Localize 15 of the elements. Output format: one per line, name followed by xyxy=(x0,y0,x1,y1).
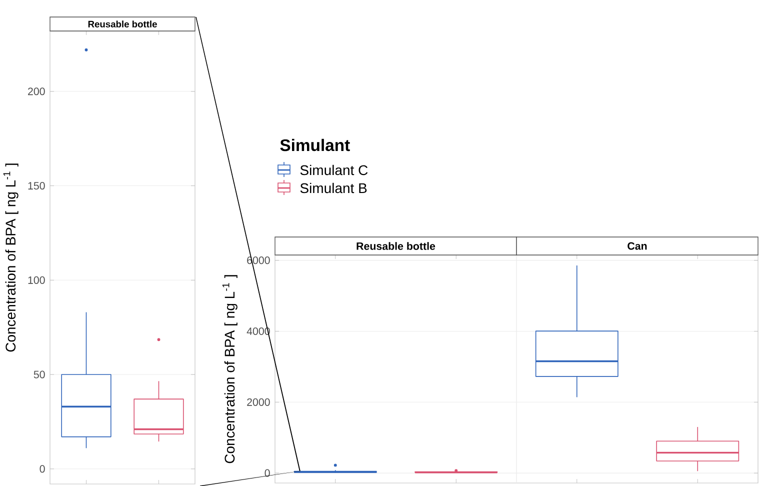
text: Can xyxy=(628,242,647,250)
y-tick-label: 50 xyxy=(34,370,45,378)
legend-label: Simulant C xyxy=(300,164,368,176)
y-axis-title: Concentration of BPA [ ng L$^{-1}$ ] xyxy=(3,164,18,352)
y-tick-label: 100 xyxy=(28,276,45,284)
chart-title: Reusable bottle xyxy=(88,20,157,28)
y-axis-title: Concentration of BPA [ ng L$^{-1}$ ] xyxy=(222,275,238,464)
y-tick-label: 150 xyxy=(28,182,45,190)
y-tick-label: 0 xyxy=(264,469,270,477)
y-tick-label: 2000 xyxy=(247,398,270,406)
y-tick-label: 200 xyxy=(28,88,45,96)
legend-title: Simulant xyxy=(280,138,350,152)
legend-label: Simulant B xyxy=(300,182,367,194)
y-tick-label: 0 xyxy=(40,465,45,473)
text: Reusable bottle xyxy=(356,242,436,250)
